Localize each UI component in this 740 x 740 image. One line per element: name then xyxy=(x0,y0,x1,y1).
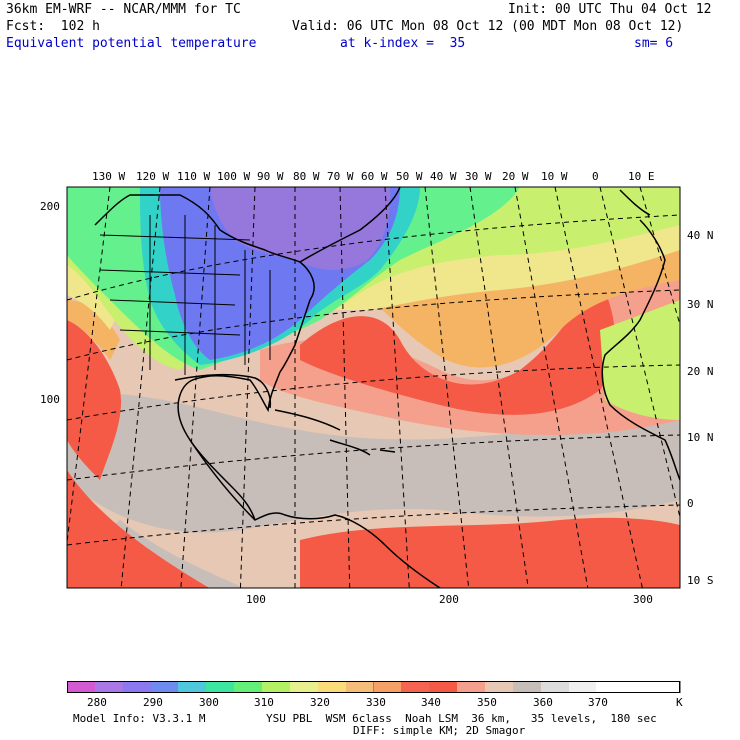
colorbar-label: 300 xyxy=(199,696,219,709)
lon-label: 100 W xyxy=(217,170,251,183)
forecast-hour: Fcst: 102 h xyxy=(6,19,100,34)
shade-red xyxy=(67,470,210,588)
grid-x-label: 100 xyxy=(246,593,266,606)
colorbar-label: 330 xyxy=(366,696,386,709)
shade-red xyxy=(67,320,121,480)
graticule xyxy=(67,187,680,588)
colorbar-label: 290 xyxy=(143,696,163,709)
lat-label: 20 N xyxy=(687,365,714,378)
grid-y-label: 100 xyxy=(40,393,60,406)
colorbar-label: 340 xyxy=(421,696,441,709)
lon-label: 120 W xyxy=(136,170,170,183)
colorbar-label: 370 xyxy=(588,696,608,709)
lon-label: 40 W xyxy=(430,170,457,183)
lon-label: 70 W xyxy=(327,170,354,183)
lat-label: 40 N xyxy=(687,229,714,242)
shade-yellow xyxy=(67,260,120,330)
smoothing-info: sm= 6 xyxy=(634,36,674,51)
lon-label: 20 W xyxy=(502,170,529,183)
grid-x-label: 200 xyxy=(439,593,459,606)
shade-red xyxy=(300,280,615,415)
colorbar-unit: K xyxy=(676,696,683,709)
grid-x-label: 300 xyxy=(633,593,653,606)
map-frame xyxy=(66,186,681,589)
lon-label: 60 W xyxy=(361,170,388,183)
physics-info: YSU PBL WSM 6class Noah LSM 36 km, 35 le… xyxy=(266,712,657,725)
model-info: Model Info: V3.3.1 M xyxy=(73,712,206,725)
colorbar-label: 310 xyxy=(254,696,274,709)
lon-label: 30 W xyxy=(465,170,492,183)
shade-purple xyxy=(210,187,391,270)
lon-label: 0 xyxy=(592,170,599,183)
colorbar-label: 320 xyxy=(310,696,330,709)
lat-label: 30 N xyxy=(687,298,714,311)
lon-label: 130 W xyxy=(92,170,126,183)
shade-orange xyxy=(67,300,120,360)
lon-label: 90 W xyxy=(257,170,284,183)
colorbar-label: 280 xyxy=(87,696,107,709)
field-shading xyxy=(67,187,680,588)
diffusion-info: DIFF: simple KM; 2D Smagor xyxy=(353,724,526,737)
colorbar-label: 360 xyxy=(533,696,553,709)
lon-label: 80 W xyxy=(293,170,320,183)
field-name: Equivalent potential temperature xyxy=(6,36,257,51)
grid-y-label: 200 xyxy=(40,200,60,213)
lat-label: 10 S xyxy=(687,574,714,587)
lon-label: 10 W xyxy=(541,170,568,183)
valid-time: Valid: 06 UTC Mon 08 Oct 12 (00 MDT Mon … xyxy=(292,19,684,34)
lon-label: 110 W xyxy=(177,170,211,183)
colorbar-label: 350 xyxy=(477,696,497,709)
lat-label: 10 N xyxy=(687,431,714,444)
shade-orange xyxy=(370,245,680,368)
model-title: 36km EM-WRF -- NCAR/MMM for TC xyxy=(6,2,241,17)
colorbar-swatch xyxy=(652,681,681,693)
lon-label: 10 E xyxy=(628,170,655,183)
shade-lightgreen xyxy=(600,300,680,420)
init-time: Init: 00 UTC Thu 04 Oct 12 xyxy=(508,2,712,17)
shade-gray xyxy=(67,393,680,533)
colorbar-frame xyxy=(67,681,680,693)
coastlines xyxy=(94,187,680,588)
level-info: at k-index = 35 xyxy=(340,36,466,51)
lon-label: 50 W xyxy=(396,170,423,183)
lat-label: 0 xyxy=(687,497,694,510)
